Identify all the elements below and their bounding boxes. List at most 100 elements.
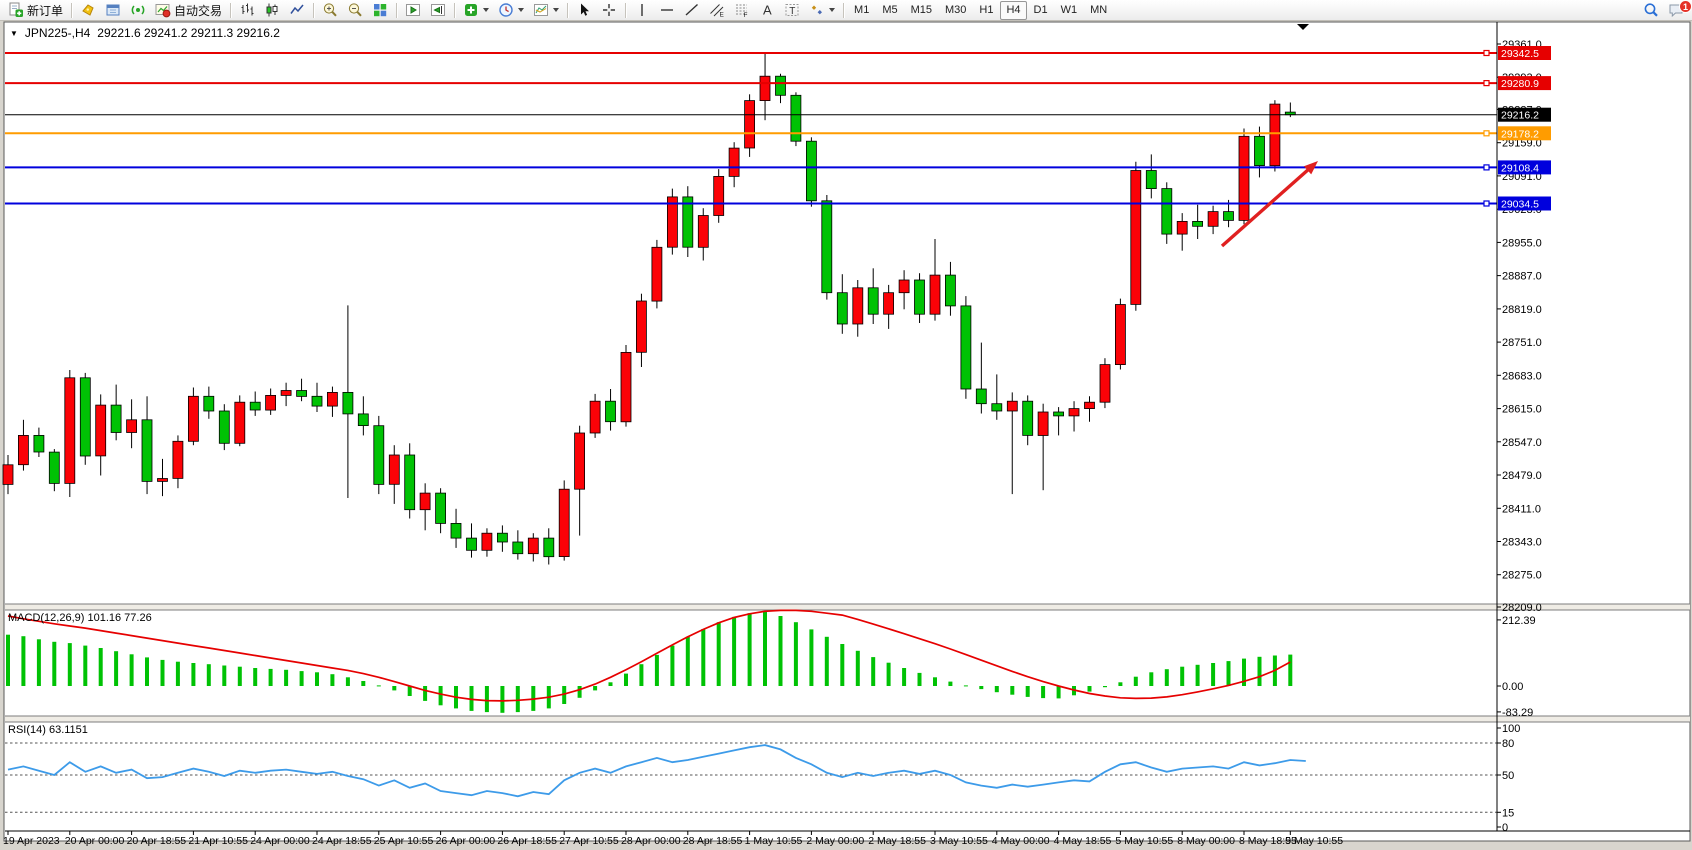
rsi-panel[interactable] (5, 742, 1497, 813)
candle-body (357, 413, 369, 426)
periods-dropdown-icon[interactable] (518, 8, 525, 12)
timeframe-h4[interactable]: H4 (1000, 0, 1027, 20)
search-button[interactable] (1639, 0, 1663, 20)
text-label-tool-button[interactable]: T (780, 0, 804, 20)
candle-body (867, 287, 879, 315)
macd-histogram-bar (624, 673, 628, 686)
rsi-tick-label: 15 (1502, 807, 1514, 819)
arrows-tool-dropdown-icon[interactable] (829, 8, 836, 12)
chart-collapse-icon[interactable]: ▼ (10, 28, 18, 38)
macd-histogram-bar (716, 622, 721, 686)
candle-body (589, 400, 601, 434)
line-chart-mode-button[interactable] (285, 0, 309, 20)
macd-histogram-bar (886, 662, 891, 686)
rsi-indicator-label: RSI(14) 63.1151 (8, 724, 88, 736)
svg-text:29034.5: 29034.5 (1501, 199, 1539, 211)
macd-histogram-bar (36, 639, 41, 686)
templates-dropdown-icon[interactable] (553, 8, 560, 12)
candle-body (64, 377, 76, 484)
candle-body (914, 279, 925, 315)
price-tag: 29342.5 (1498, 46, 1551, 60)
svg-text:29280.9: 29280.9 (1501, 78, 1539, 90)
line-anchor-handle[interactable] (1483, 49, 1490, 57)
time-tick-label: 20 Apr 00:00 (65, 835, 125, 847)
macd-histogram-bar (809, 629, 814, 686)
price-tick-label: 28343.0 (1502, 537, 1542, 549)
templates-button[interactable] (529, 0, 563, 20)
candle-chart-mode-button[interactable] (260, 0, 284, 20)
line-anchor-handle[interactable] (1483, 130, 1490, 137)
vertical-line-tool-button[interactable] (630, 0, 654, 20)
horizontal-line-tool-button[interactable] (655, 0, 679, 20)
arrows-tool-button[interactable] (805, 0, 839, 20)
chart-shift-button[interactable] (426, 0, 450, 20)
macd-histogram-bar (345, 677, 350, 686)
macd-histogram-bar (484, 686, 489, 713)
candle-body (187, 395, 199, 442)
line-anchor-handle[interactable] (1483, 79, 1490, 87)
macd-histogram-bar (701, 629, 706, 686)
bar-chart-mode-button[interactable] (235, 0, 259, 20)
candle-body (883, 292, 894, 315)
auto-scroll-button[interactable] (401, 0, 425, 20)
macd-histogram-bar (237, 666, 242, 686)
timeframe-m15[interactable]: M15 (910, 3, 932, 16)
chart-shift-marker[interactable] (1297, 24, 1309, 30)
candle-body (728, 147, 740, 177)
timeframe-m5[interactable]: M5 (882, 3, 898, 16)
equidistant-channel-tool-button[interactable]: E (705, 0, 729, 20)
macd-histogram-bar (98, 648, 103, 686)
fibonacci-tool-button[interactable]: F (730, 0, 754, 20)
timeframe-w1[interactable]: W1 (1060, 3, 1078, 16)
zoom-out-button[interactable] (343, 0, 367, 20)
cursor-tool-button[interactable] (572, 0, 596, 20)
crosshair-tool-button[interactable] (597, 0, 621, 20)
splitter-main-macd[interactable] (5, 603, 1690, 611)
time-tick-label: 24 Apr 18:55 (312, 835, 372, 847)
macd-histogram-bar (824, 636, 829, 686)
strategy-signal-button[interactable] (126, 0, 150, 20)
timeframe-mn[interactable]: MN (1090, 3, 1108, 16)
data-window-button[interactable] (101, 0, 125, 20)
candle-body (1161, 188, 1173, 235)
tile-windows-button[interactable] (368, 0, 392, 20)
new-order-button[interactable]: 新订单 (4, 0, 67, 20)
notifications-button[interactable]: 1 (1664, 0, 1692, 20)
splitter-macd-rsi[interactable] (5, 715, 1690, 723)
macd-histogram-bar (222, 665, 227, 686)
line-anchor-handle[interactable] (1483, 164, 1490, 171)
indicators-button[interactable] (459, 0, 493, 20)
timeframe-m30[interactable]: M30 (945, 3, 967, 16)
auto-trading-button[interactable]: 自动交易 (151, 0, 226, 20)
candle-body (1053, 411, 1064, 417)
zoom-in-button[interactable] (318, 0, 342, 20)
trend-line-tool-button[interactable] (680, 0, 704, 20)
time-tick-label: 2 May 00:00 (806, 835, 864, 847)
candle-body (744, 100, 755, 149)
market-watch-button[interactable] (76, 0, 100, 20)
timeframe-m1[interactable]: M1 (854, 3, 870, 16)
timeframe-d1[interactable]: D1 (1033, 3, 1048, 16)
price-axis[interactable]: 29361.029293.029227.029159.029091.029023… (1496, 22, 1551, 834)
indicators-dropdown-icon[interactable] (483, 8, 490, 12)
time-axis[interactable]: 19 Apr 2023 20 Apr 00:00 20 Apr 18:55 21 Ap… (3, 830, 1690, 847)
text-tool-button[interactable]: A (755, 0, 779, 20)
annotation-arrow[interactable] (1220, 166, 1312, 248)
toolbar-separator (843, 2, 845, 18)
macd-histogram-bar (330, 674, 335, 686)
candle-body (48, 451, 60, 484)
macd-histogram-bar (608, 682, 613, 686)
line-anchor-handle[interactable] (1483, 200, 1490, 207)
price-tick-label: 28819.0 (1502, 304, 1542, 316)
periods-button[interactable] (494, 0, 528, 20)
timeframe-h1[interactable]: H1 (979, 3, 994, 16)
candle-body (95, 404, 107, 457)
time-tick-label: 28 Apr 18:55 (683, 835, 743, 847)
main-price-panel[interactable] (2, 24, 1497, 565)
time-tick-label: 1 May 10:55 (745, 835, 803, 847)
macd-panel[interactable] (6, 609, 1293, 713)
candle-body (651, 246, 663, 302)
macd-histogram-bar (1025, 686, 1030, 697)
macd-histogram-bar (1133, 676, 1138, 686)
